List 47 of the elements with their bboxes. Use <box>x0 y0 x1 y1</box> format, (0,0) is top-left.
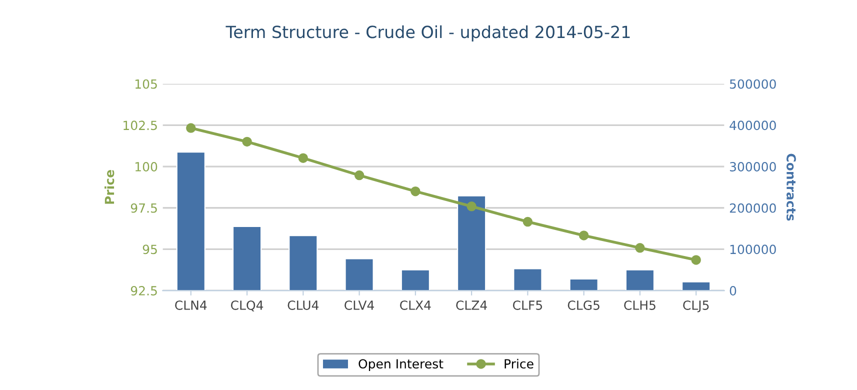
chart-title: Term Structure - Crude Oil - updated 2014-05-21 <box>226 25 630 42</box>
legend-label: Price <box>504 358 534 369</box>
y-tick-label: 92.5 <box>130 286 157 296</box>
x-tick-label: CLQ4 <box>230 300 264 312</box>
y2-tick-label: 300000 <box>730 162 776 172</box>
point <box>298 153 308 163</box>
x-tick-label: CLF5 <box>512 300 542 310</box>
point <box>522 216 533 227</box>
bar <box>400 269 430 291</box>
y-tick-label: 102.5 <box>124 120 157 130</box>
y-tick-label: 95 <box>142 244 157 254</box>
point <box>635 243 645 253</box>
x-tick-label: CLH5 <box>624 300 656 310</box>
point <box>578 230 589 240</box>
y2-tick-label: 0 <box>730 286 736 296</box>
bar <box>232 226 262 291</box>
bar <box>625 269 655 291</box>
x-tick-label: CLN4 <box>175 300 207 310</box>
y2-tick-label: 100000 <box>730 244 776 254</box>
bar <box>456 195 486 291</box>
point <box>242 136 252 147</box>
x-tick-label: CLU4 <box>288 300 319 310</box>
point <box>410 186 420 196</box>
y2-tick-label: 200000 <box>730 203 776 213</box>
y-axis-title: Price <box>104 170 114 204</box>
y-tick-label: 97.5 <box>130 203 157 213</box>
bar <box>569 278 598 291</box>
y-tick-label: 105 <box>135 79 157 89</box>
x-tick-label: CLG5 <box>568 300 600 310</box>
x-tick-label: CLX4 <box>400 300 431 310</box>
x-tick-label: CLJ5 <box>683 300 709 312</box>
point <box>691 255 701 265</box>
x-tick-label: CLV4 <box>344 300 374 310</box>
y2-axis-title: Contracts <box>786 154 796 221</box>
bar <box>288 235 318 291</box>
legend-label: Open Interest <box>358 359 444 371</box>
bar <box>344 258 374 291</box>
point <box>186 123 196 133</box>
y2-tick-label: 500000 <box>730 79 776 89</box>
y-tick-label: 100 <box>135 162 158 172</box>
bar <box>176 152 206 291</box>
y2-tick-label: 400000 <box>730 120 776 130</box>
point <box>466 202 476 212</box>
bar <box>682 281 711 291</box>
point <box>354 170 364 180</box>
bar <box>513 268 542 291</box>
x-tick-label: CLZ4 <box>456 300 487 310</box>
